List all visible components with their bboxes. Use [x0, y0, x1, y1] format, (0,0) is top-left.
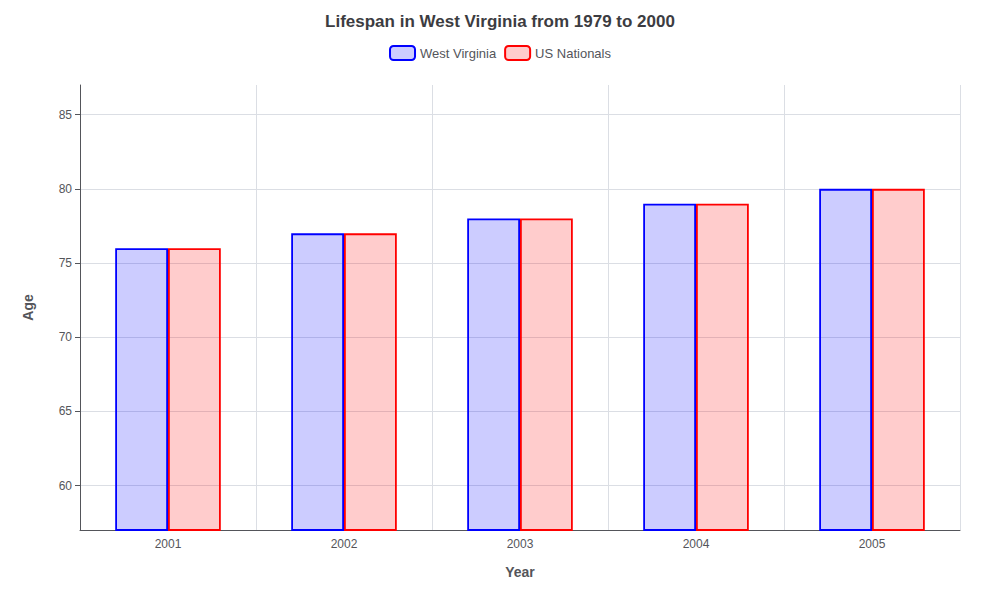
svg-text:80: 80 [59, 182, 73, 196]
svg-text:Age: Age [20, 294, 36, 321]
svg-text:2004: 2004 [683, 537, 710, 551]
svg-text:2003: 2003 [507, 537, 534, 551]
svg-text:70: 70 [59, 330, 73, 344]
svg-text:Year: Year [505, 564, 535, 580]
svg-text:75: 75 [59, 256, 73, 270]
svg-text:65: 65 [59, 404, 73, 418]
svg-text:US Nationals: US Nationals [535, 46, 611, 61]
svg-text:2005: 2005 [859, 537, 886, 551]
svg-text:60: 60 [59, 479, 73, 493]
svg-text:85: 85 [59, 108, 73, 122]
svg-text:2002: 2002 [331, 537, 358, 551]
svg-text:West Virginia: West Virginia [420, 46, 497, 61]
svg-text:2001: 2001 [155, 537, 182, 551]
svg-text:Lifespan in West Virginia from: Lifespan in West Virginia from 1979 to 2… [325, 12, 675, 31]
